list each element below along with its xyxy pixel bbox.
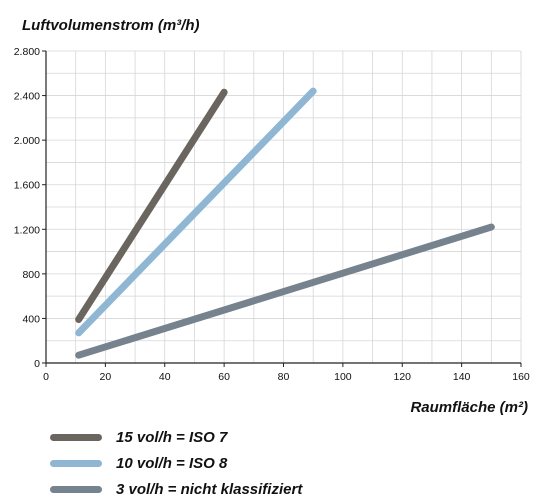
legend: 15 vol/h = ISO 7 10 vol/h = ISO 8 3 vol/… [50, 424, 302, 502]
y-axis-ticks: 0 400 800 1.200 1.600 2.000 2.400 2.800 [14, 46, 46, 370]
series-line-1 [75, 87, 317, 337]
x-tick-label: 20 [100, 371, 112, 383]
y-tick-label: 400 [22, 313, 40, 325]
x-tick-label: 160 [512, 371, 530, 383]
series-lines [75, 87, 495, 359]
y-tick-label: 800 [22, 269, 40, 281]
series-line-0 [75, 88, 228, 324]
grid [45, 50, 522, 364]
legend-item-unclassified: 3 vol/h = nicht klassifiziert [50, 476, 302, 502]
y-tick-label: 1.200 [14, 224, 40, 236]
x-tick-label: 80 [278, 371, 290, 383]
series-line-2 [75, 223, 495, 359]
y-tick-label: 2.400 [14, 91, 40, 103]
chart: 0 400 800 1.200 1.600 2.000 2.400 2.800 0 20 40 60… [14, 17, 530, 416]
legend-swatch-iso7 [50, 433, 102, 441]
x-tick-label: 0 [43, 371, 49, 383]
x-axis-label: Raumfläche (m²) [410, 399, 528, 416]
legend-item-iso8: 10 vol/h = ISO 8 [50, 450, 302, 476]
legend-item-iso7: 15 vol/h = ISO 7 [50, 424, 302, 450]
x-tick-label: 60 [218, 371, 230, 383]
y-tick-label: 2.000 [14, 135, 40, 147]
legend-label-iso7: 15 vol/h = ISO 7 [116, 428, 228, 446]
x-tick-label: 120 [393, 371, 411, 383]
x-axis-ticks: 0 20 40 60 80 100 120 140 160 [43, 363, 530, 383]
x-tick-label: 100 [334, 371, 352, 383]
y-tick-label: 1.600 [14, 180, 40, 192]
y-tick-label: 2.800 [14, 46, 40, 58]
legend-label-unclassified: 3 vol/h = nicht klassifiziert [116, 480, 303, 498]
legend-swatch-iso8 [50, 459, 102, 467]
legend-swatch-unclassified [50, 485, 102, 493]
x-tick-label: 140 [453, 371, 471, 383]
y-tick-label: 0 [34, 358, 40, 370]
y-axis-label: Luftvolumenstrom (m³/h) [22, 17, 200, 34]
legend-label-iso8: 10 vol/h = ISO 8 [116, 454, 228, 472]
x-tick-label: 40 [159, 371, 171, 383]
